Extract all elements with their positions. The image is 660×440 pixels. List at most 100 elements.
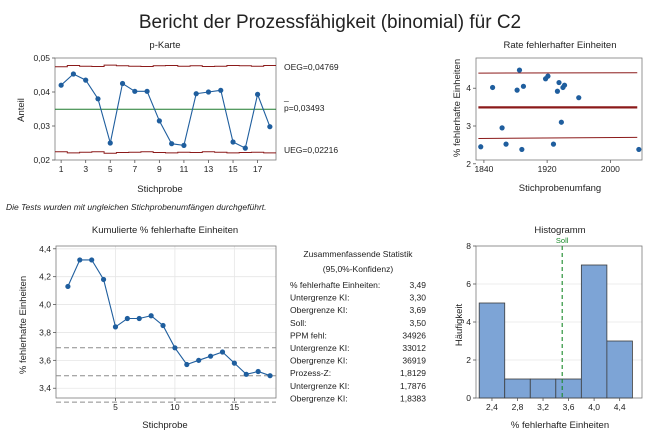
summary-subtitle: (95,0%-Konfidenz) — [323, 264, 394, 274]
lcl-label: UEG=0,02216 — [284, 145, 338, 155]
cumulative-chart-point — [77, 257, 83, 263]
p-chart-point — [169, 141, 175, 147]
p-chart-point — [230, 139, 236, 145]
summary-row-value: 1,8129 — [400, 368, 426, 378]
summary-row-label: Untergrenze KI: — [290, 381, 350, 391]
histogram-bar — [504, 378, 531, 399]
histogram-y-tick-label: 4 — [466, 317, 471, 327]
p-chart-point — [70, 71, 77, 77]
histogram-y-tick-label: 2 — [466, 355, 471, 365]
p-chart-point — [193, 91, 199, 97]
rate-chart-y-tick-label: 2 — [466, 159, 471, 169]
cumulative-chart-y-axis-title: % fehlerhafte Einheiten — [18, 276, 29, 374]
p-chart-y-tick-label: 0,04 — [33, 87, 50, 97]
rate-chart-title: Rate fehlerhafter Einheiten — [503, 40, 616, 51]
rate-chart-x-tick-label: 2000 — [601, 164, 620, 174]
histogram-x-tick-label: 3,6 — [563, 402, 575, 412]
p-chart-point — [181, 142, 187, 148]
histogram-target-label: Soll — [556, 236, 569, 245]
cumulative-chart-point — [160, 322, 166, 329]
rate-chart-point — [550, 141, 557, 147]
summary-row-value: 36919 — [402, 356, 426, 366]
summary-row-value: 1,8383 — [400, 393, 426, 403]
summary-row-label: Prozess-Z: — [290, 368, 331, 378]
p-chart-point — [254, 91, 261, 97]
footnote: Die Tests wurden mit ungleichen Stichpro… — [6, 202, 267, 212]
summary-row-label: Untergrenze KI: — [290, 343, 350, 353]
center-line-label: p=0,03493 — [284, 103, 325, 113]
rate-chart-point — [636, 146, 642, 153]
histogram-bar — [555, 378, 582, 399]
p-chart-point — [205, 89, 212, 95]
cumulative-chart-point — [100, 276, 107, 283]
p-chart-point — [144, 88, 150, 94]
rate-chart-point — [490, 84, 496, 91]
p-chart-point — [58, 82, 64, 88]
cumulative-chart-y-tick-label: 3,8 — [39, 327, 51, 337]
p-chart-point — [107, 140, 113, 146]
p-chart: p-Karte Stichprobe Anteil OEG=0,04769 _ … — [16, 40, 339, 195]
cumulative-chart-point — [207, 353, 214, 359]
cumulative-chart-title: Kumulierte % fehlerhafte Einheiten — [92, 225, 238, 236]
rate-chart: Rate fehlerhafter Einheiten Stichprobenu… — [452, 40, 643, 194]
report-title: Bericht der Prozessfähigkeit (binomial) … — [139, 12, 521, 33]
cumulative-chart-y-tick-label: 3,4 — [39, 383, 51, 393]
p-chart-point — [156, 118, 162, 124]
p-chart-x-tick-label: 1 — [59, 164, 64, 174]
p-chart-lcl-line — [55, 151, 276, 154]
summary-title: Zusammenfassende Statistik — [303, 249, 413, 259]
rate-chart-point — [576, 95, 582, 101]
summary-row-label: Untergrenze KI: — [290, 293, 350, 303]
summary-statistics: Zusammenfassende Statistik (95,0%-Konfid… — [290, 249, 426, 403]
p-chart-x-tick-label: 17 — [253, 164, 263, 174]
p-chart-title: p-Karte — [149, 40, 180, 51]
cumulative-chart: Kumulierte % fehlerhafte Einheiten Stich… — [18, 225, 277, 431]
p-chart-point — [83, 77, 89, 83]
cumulative-chart-point — [219, 349, 226, 355]
rate-chart-point — [519, 146, 525, 153]
histogram-x-tick-label: 4,0 — [588, 402, 600, 412]
summary-row-value: 3,50 — [409, 318, 426, 328]
histogram-y-tick-label: 6 — [466, 279, 471, 289]
cumulative-chart-point — [148, 313, 154, 319]
cumulative-chart-point — [65, 283, 71, 290]
histogram-x-axis-title: % fehlerhafte Einheiten — [511, 420, 609, 431]
rate-chart-point — [499, 125, 505, 131]
cumulative-chart-x-tick-label: 15 — [230, 402, 240, 412]
cumulative-chart-point — [172, 345, 178, 351]
rate-chart-point — [503, 141, 509, 147]
cumulative-chart-point — [136, 315, 142, 322]
histogram-x-tick-label: 2,8 — [512, 402, 524, 412]
rate-chart-plot-area — [475, 57, 643, 161]
rate-chart-point — [554, 88, 561, 94]
histogram-y-axis-title: Häufigkeit — [454, 304, 465, 347]
p-chart-x-tick-label: 11 — [180, 164, 189, 174]
rate-chart-lower-limit — [478, 136, 638, 139]
cumulative-chart-point — [196, 357, 202, 363]
histogram-y-tick-label: 0 — [466, 393, 471, 403]
rate-chart-x-axis-title: Stichprobenumfang — [519, 183, 601, 194]
rate-chart-point — [556, 79, 562, 86]
summary-row-label: % fehlerhafte Einheiten: — [290, 280, 380, 290]
p-chart-point — [119, 80, 126, 87]
summary-row-label: Obergrenze KI: — [290, 393, 348, 403]
cumulative-chart-y-tick-label: 4,0 — [39, 300, 51, 310]
histogram-y-tick-label: 8 — [466, 241, 471, 251]
cumulative-chart-x-tick-label: 10 — [170, 402, 180, 412]
summary-row-label: Obergrenze KI: — [290, 356, 348, 366]
rate-chart-point — [561, 82, 568, 88]
cumulative-chart-point — [89, 257, 95, 263]
pbar-mark: _ — [283, 92, 289, 102]
cumulative-chart-point — [124, 315, 130, 322]
summary-row-value: 33012 — [402, 343, 426, 353]
cumulative-chart-y-tick-label: 3,6 — [39, 355, 51, 365]
p-chart-x-tick-label: 3 — [83, 164, 88, 174]
p-chart-y-axis-title: Anteil — [16, 98, 27, 122]
rate-chart-x-tick-label: 1840 — [474, 164, 493, 174]
rate-chart-y-axis-title: % fehlerhafte Einheiten — [452, 59, 463, 157]
p-chart-x-tick-label: 15 — [228, 164, 238, 174]
p-chart-x-tick-label: 5 — [108, 164, 113, 174]
histogram-bar — [606, 340, 633, 399]
histogram-bar — [580, 264, 608, 399]
cumulative-chart-point — [243, 371, 249, 377]
